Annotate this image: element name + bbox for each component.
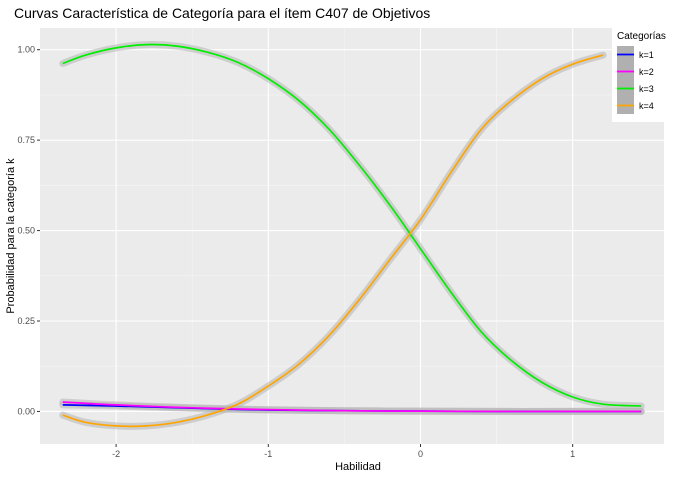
grid-major <box>40 28 664 444</box>
x-axis: -2 -1 0 1 <box>112 444 575 459</box>
legend-k-4-label: k=4 <box>639 101 654 111</box>
y-tick-label: 1.00 <box>17 45 35 55</box>
series-k-4-line <box>62 54 604 428</box>
x-tick-label: 0 <box>418 449 423 459</box>
x-axis-title: Habilidad <box>335 461 381 473</box>
series-k-3-line <box>62 43 642 407</box>
y-tick-label: 0.75 <box>17 135 35 145</box>
grid-minor <box>40 28 664 444</box>
y-axis: 0.00 0.25 0.50 0.75 1.00 <box>17 45 40 416</box>
legend-k-1-label: k=1 <box>639 50 654 60</box>
legend-k-3-label: k=3 <box>639 84 654 94</box>
legend-k-2-label: k=2 <box>639 67 654 77</box>
x-tick-label: -2 <box>112 449 120 459</box>
legend: Categorías k=1 k=2 k=3 k=4 <box>612 24 668 122</box>
y-tick-label: 0.00 <box>17 406 35 416</box>
x-tick-label: -1 <box>264 449 272 459</box>
chart-title: Curvas Característica de Categoría para … <box>14 5 430 21</box>
y-axis-title: Probabilidad para la categoría k <box>5 158 17 314</box>
x-tick-label: 1 <box>570 449 575 459</box>
legend-title: Categorías <box>617 31 666 42</box>
series-k-2-line <box>62 401 642 413</box>
y-tick-label: 0.25 <box>17 316 35 326</box>
series-lines <box>62 43 642 428</box>
plot-panel <box>40 28 664 444</box>
y-tick-label: 0.50 <box>17 226 35 236</box>
